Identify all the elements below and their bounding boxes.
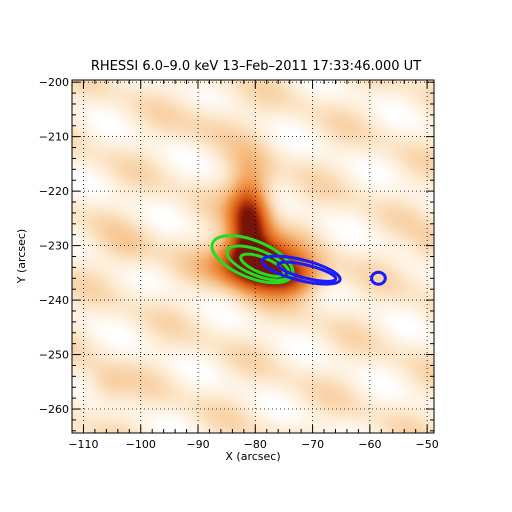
chart-title: RHESSI 6.0–9.0 keV 13–Feb–2011 17:33:46.… <box>91 59 421 74</box>
y-tick-labels: −200 −210 −220 −230 −240 −250 −260 <box>39 76 69 416</box>
x-tick-label: −100 <box>126 438 156 451</box>
x-tick-label: −110 <box>68 438 98 451</box>
contour-group <box>210 234 387 286</box>
blue-contour <box>276 260 338 283</box>
y-tick-label: −200 <box>39 76 69 89</box>
x-tick-label: −90 <box>186 438 209 451</box>
heatmap-image <box>72 80 434 433</box>
x-tick-label: −50 <box>416 438 439 451</box>
y-axis-label: Y (arcsec) <box>15 229 28 284</box>
x-tick-labels: −110 −100 −90 −80 −70 −60 −50 <box>68 438 438 451</box>
blue-contour <box>260 254 342 286</box>
x-tick-label: −60 <box>358 438 381 451</box>
axis-ticks <box>72 80 434 433</box>
green-contour <box>225 244 291 282</box>
y-tick-label: −220 <box>39 185 69 198</box>
y-tick-label: −240 <box>39 294 69 307</box>
x-tick-label: −80 <box>244 438 267 451</box>
plot-area <box>72 80 434 433</box>
x-tick-label: −70 <box>301 438 324 451</box>
y-tick-label: −230 <box>39 240 69 253</box>
y-tick-label: −250 <box>39 349 69 362</box>
y-tick-label: −260 <box>39 403 69 416</box>
blue-contour <box>370 270 387 286</box>
y-tick-label: −210 <box>39 131 69 144</box>
x-axis-label: X (arcsec) <box>225 450 280 463</box>
